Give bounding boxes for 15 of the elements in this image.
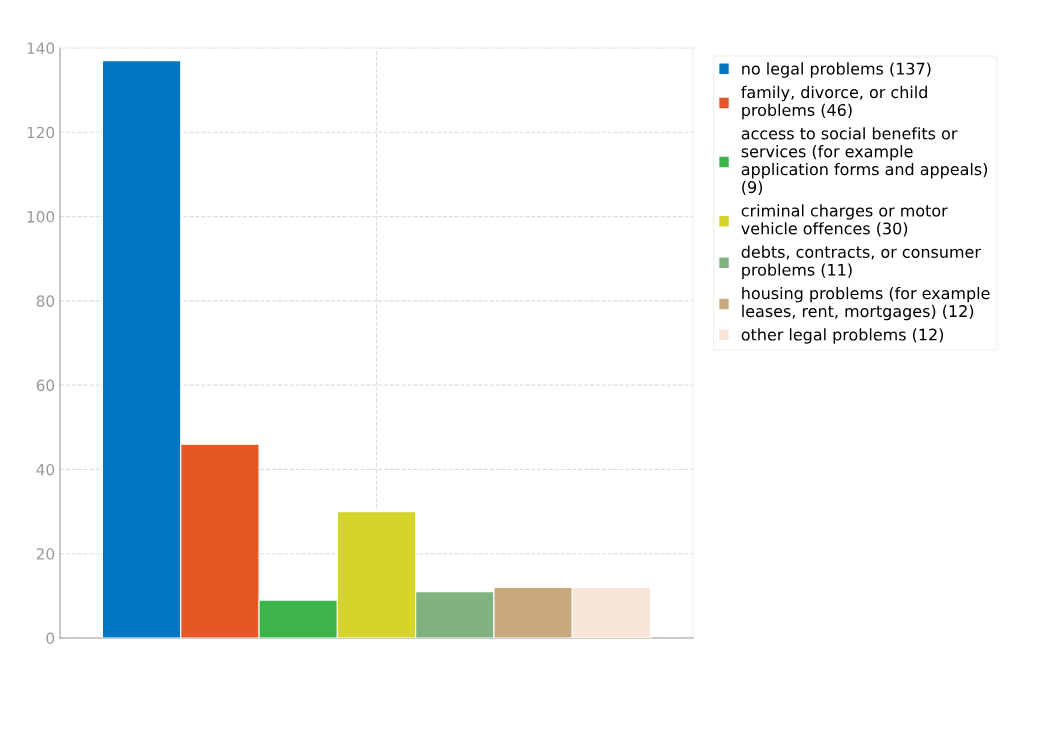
- legend-label: no legal problems (137): [742, 62, 931, 78]
- legend-label: access to social benefits or services (for example application forms and appeals) (9): [741, 127, 988, 196]
- legend-label: criminal charges or motor vehicle offences (30): [741, 204, 948, 237]
- y-tick-label: 100: [27, 211, 55, 223]
- y-tick-label: 120: [27, 126, 55, 139]
- legend-label: debts, contracts, or consumer problems (11): [741, 245, 981, 279]
- y-tick-label: 140: [27, 42, 55, 55]
- legend-label: other legal problems (12): [741, 328, 944, 344]
- y-tick-label: 60: [36, 379, 55, 392]
- y-tick-label: 40: [36, 463, 55, 476]
- legend-label: housing problems (for example leases, rent, mortgages) (12): [742, 286, 990, 321]
- y-tick-label: 0: [46, 632, 55, 645]
- y-tick-label: 80: [36, 295, 55, 307]
- legend-label: family, divorce, or child problems (46): [741, 85, 927, 120]
- y-tick-label: 20: [36, 548, 55, 560]
